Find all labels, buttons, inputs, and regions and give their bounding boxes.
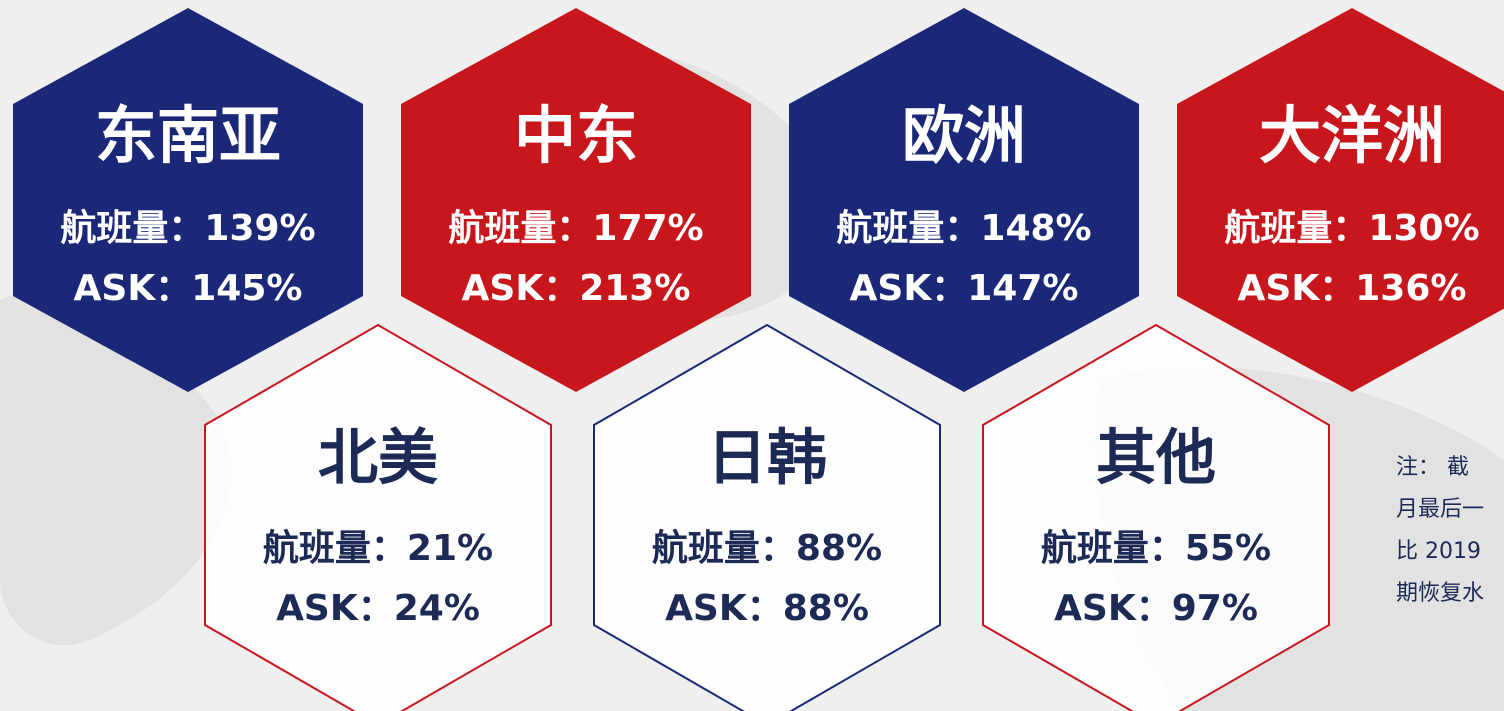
flights: 航班量：21% [263, 527, 493, 569]
region-name: 中东 [514, 99, 638, 172]
flights: 航班量：130% [1224, 207, 1479, 249]
region-name: 东南亚 [95, 99, 281, 172]
ask: ASK：88% [665, 588, 869, 629]
ask: ASK：213% [462, 268, 691, 309]
hexagon-outline [204, 323, 552, 711]
ask: ASK：24% [276, 588, 480, 629]
region-name: 大洋洲 [1259, 99, 1445, 172]
ask: ASK：147% [850, 268, 1079, 309]
flights: 航班量：55% [1041, 527, 1271, 569]
hexagon [789, 8, 1139, 392]
ask: ASK：145% [74, 268, 303, 309]
note-line: 期恢复水 [1396, 581, 1484, 606]
hexagon [401, 8, 751, 392]
hexagon-outline [593, 323, 941, 711]
region-name: 其他 [1096, 424, 1216, 494]
hexagon [13, 8, 363, 392]
hexagon-outline [982, 323, 1330, 711]
flights: 航班量：148% [836, 207, 1091, 249]
flights: 航班量：177% [448, 207, 703, 249]
note-line: 比 2019 [1396, 539, 1481, 564]
region-name: 欧洲 [902, 99, 1026, 172]
ask: ASK：136% [1238, 268, 1467, 309]
note-line: 注： 截 [1396, 455, 1469, 480]
flights: 航班量：139% [60, 207, 315, 249]
flights: 航班量：88% [652, 527, 882, 569]
region-name: 日韩 [707, 424, 827, 494]
ask: ASK：97% [1054, 588, 1258, 629]
region-name: 北美 [318, 424, 438, 494]
note-line: 月最后一 [1396, 497, 1484, 522]
hexagon [1177, 8, 1504, 392]
